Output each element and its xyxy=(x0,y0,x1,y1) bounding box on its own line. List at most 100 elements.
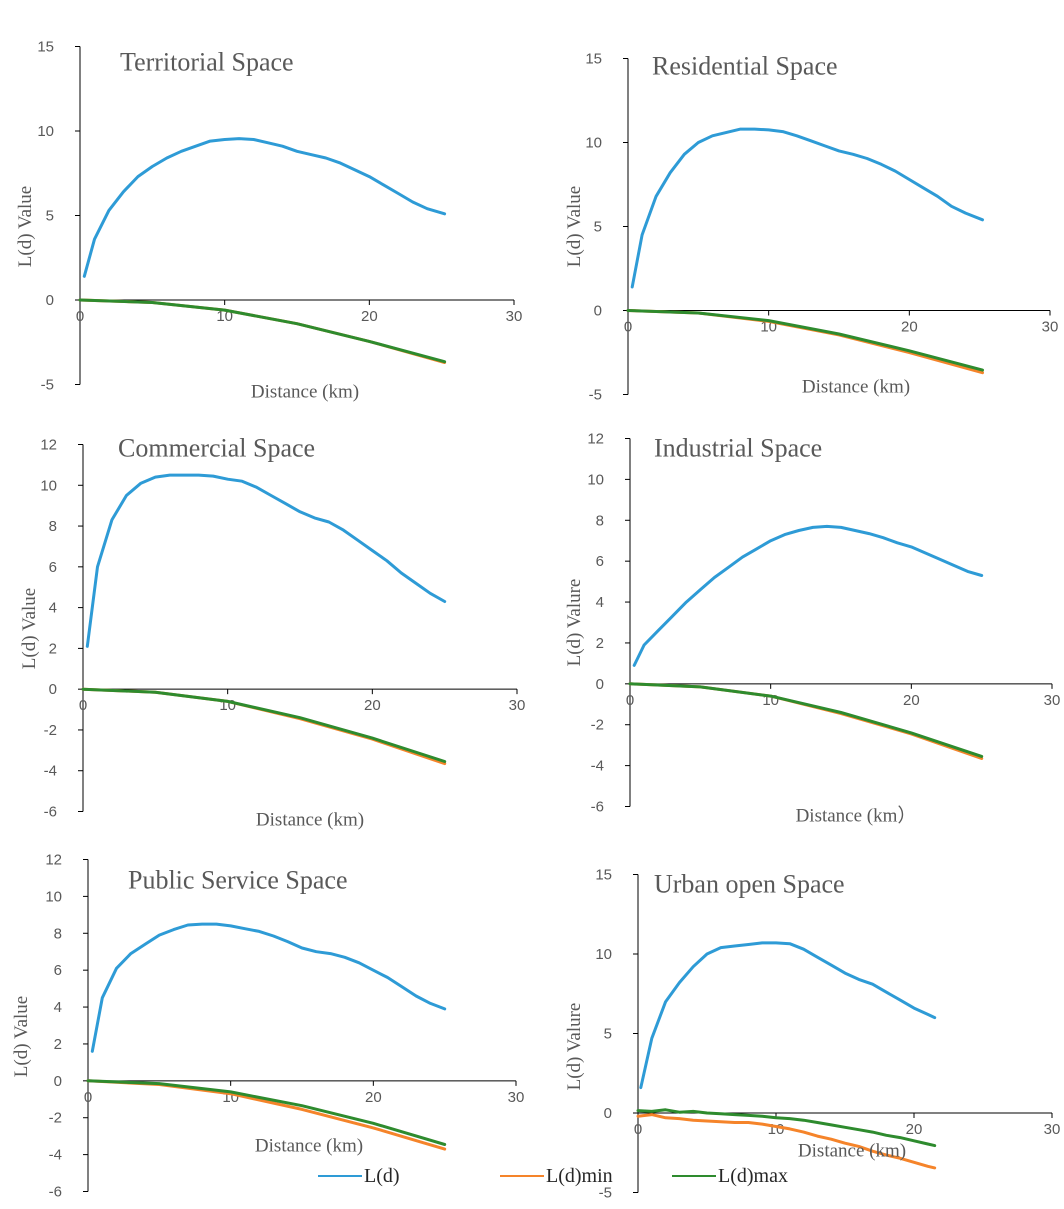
y-tick-label: 8 xyxy=(54,925,62,942)
series-line-lmax xyxy=(636,1108,937,1148)
legend-label-ldmax: L(d)max xyxy=(718,1164,788,1187)
x-tick-label: 10 xyxy=(768,1121,785,1138)
y-tick-label: -6 xyxy=(49,1184,62,1201)
x-tick-label: 30 xyxy=(508,1089,525,1106)
x-tick-label: 0 xyxy=(79,697,87,714)
y-tick-label: 15 xyxy=(595,867,612,884)
y-tick-label: 4 xyxy=(596,594,604,611)
x-tick-label: 30 xyxy=(506,308,523,325)
y-tick-label: -2 xyxy=(44,722,57,739)
y-tick-label: -5 xyxy=(599,1185,612,1202)
y-tick-label: 5 xyxy=(46,208,54,225)
y-tick-label: 10 xyxy=(37,123,54,140)
legend-item-ldmin: L(d)min xyxy=(500,1164,613,1188)
y-axis-label: L(d) Value xyxy=(11,996,32,1077)
x-axis-label: Distance (km） xyxy=(796,805,917,827)
x-tick-label: 30 xyxy=(509,697,526,714)
x-tick-label: 20 xyxy=(361,308,378,325)
y-tick-label: 6 xyxy=(596,553,604,570)
y-axis-label: L(d) Valure xyxy=(564,1003,585,1091)
y-tick-label: -5 xyxy=(589,387,602,404)
legend-label-ldmin: L(d)min xyxy=(546,1164,613,1187)
chart-title: Commercial Space xyxy=(118,434,315,463)
chart-title: Industrial Space xyxy=(654,434,822,463)
y-tick-label: 10 xyxy=(595,946,612,963)
x-tick-label: 0 xyxy=(76,308,84,325)
series-line-lmin xyxy=(81,687,447,766)
series-line-l xyxy=(90,922,447,1053)
series-line-lmin xyxy=(626,309,984,375)
x-tick-label: 30 xyxy=(1042,319,1059,336)
y-tick-label: 12 xyxy=(587,431,604,448)
y-tick-label: 2 xyxy=(596,635,604,652)
y-axis-label: L(d) Value xyxy=(19,588,40,669)
y-tick-label: 12 xyxy=(45,852,62,869)
series-line-l xyxy=(639,941,937,1090)
y-tick-label: -4 xyxy=(44,763,57,780)
y-tick-label: 6 xyxy=(49,559,57,576)
chart-title: Public Service Space xyxy=(128,866,348,895)
series-line-lmin xyxy=(636,1113,937,1170)
y-tick-label: 2 xyxy=(54,1036,62,1053)
y-axis-label: L(d) Value xyxy=(564,186,585,267)
chart-title: Urban open Space xyxy=(654,870,845,899)
series-line-lmin xyxy=(78,298,447,364)
y-tick-label: 5 xyxy=(604,1026,612,1043)
y-tick-label: 0 xyxy=(49,681,57,698)
legend-swatch-ldmin xyxy=(500,1175,544,1177)
y-tick-label: 0 xyxy=(46,292,54,309)
y-tick-label: 10 xyxy=(40,477,57,494)
x-tick-label: 20 xyxy=(365,1089,382,1106)
x-tick-label: 30 xyxy=(1044,692,1061,709)
y-tick-label: 10 xyxy=(45,888,62,905)
x-axis-label: Distance (km) xyxy=(255,1136,363,1157)
y-tick-label: 2 xyxy=(49,640,57,657)
y-tick-label: 15 xyxy=(37,39,54,56)
legend-item-ld: L(d) xyxy=(318,1164,400,1188)
series-line-lmax xyxy=(628,682,984,758)
y-tick-label: 15 xyxy=(585,51,602,68)
y-tick-label: 8 xyxy=(596,512,604,529)
x-tick-label: 0 xyxy=(626,692,634,709)
series-line-l xyxy=(82,137,447,278)
chart-title: Residential Space xyxy=(652,52,838,81)
x-tick-label: 20 xyxy=(901,319,918,336)
y-tick-label: 0 xyxy=(594,303,602,320)
y-tick-label: 10 xyxy=(585,135,602,152)
x-tick-label: 20 xyxy=(903,692,920,709)
y-tick-label: 6 xyxy=(54,962,62,979)
series-line-lmax xyxy=(78,298,447,364)
chart-panel-6: -5 0 5 10 15 0 10 20 30 Urban open Space Distance … xyxy=(564,867,1060,1202)
series-line-lmin xyxy=(628,682,984,760)
legend-swatch-ld xyxy=(318,1175,362,1177)
series-line-lmax xyxy=(86,1079,447,1146)
series-line-l xyxy=(630,127,984,289)
x-tick-label: 0 xyxy=(634,1121,642,1138)
x-tick-label: 0 xyxy=(624,319,632,336)
y-axis-label: L(d) Value xyxy=(15,186,36,267)
legend-item-ldmax: L(d)max xyxy=(672,1164,788,1188)
y-tick-label: -4 xyxy=(591,758,604,775)
x-tick-label: 20 xyxy=(364,697,381,714)
x-axis-label: Distance (km) xyxy=(802,377,910,398)
x-axis-label: Distance (km) xyxy=(256,810,364,831)
y-tick-label: 12 xyxy=(40,437,57,454)
y-tick-label: 0 xyxy=(596,676,604,693)
y-axis-label: L(d) Valure xyxy=(564,579,585,667)
legend-swatch-ldmax xyxy=(672,1175,716,1177)
x-axis-label: Distance (km) xyxy=(798,1141,906,1162)
x-tick-label: 0 xyxy=(84,1089,92,1106)
series-line-l xyxy=(632,524,984,667)
y-tick-label: 5 xyxy=(594,219,602,236)
y-tick-label: 0 xyxy=(604,1105,612,1122)
y-tick-label: 8 xyxy=(49,518,57,535)
y-tick-label: 4 xyxy=(49,600,57,617)
y-tick-label: -4 xyxy=(49,1147,62,1164)
series-line-lmax xyxy=(626,309,984,372)
series-line-lmax xyxy=(81,687,447,763)
